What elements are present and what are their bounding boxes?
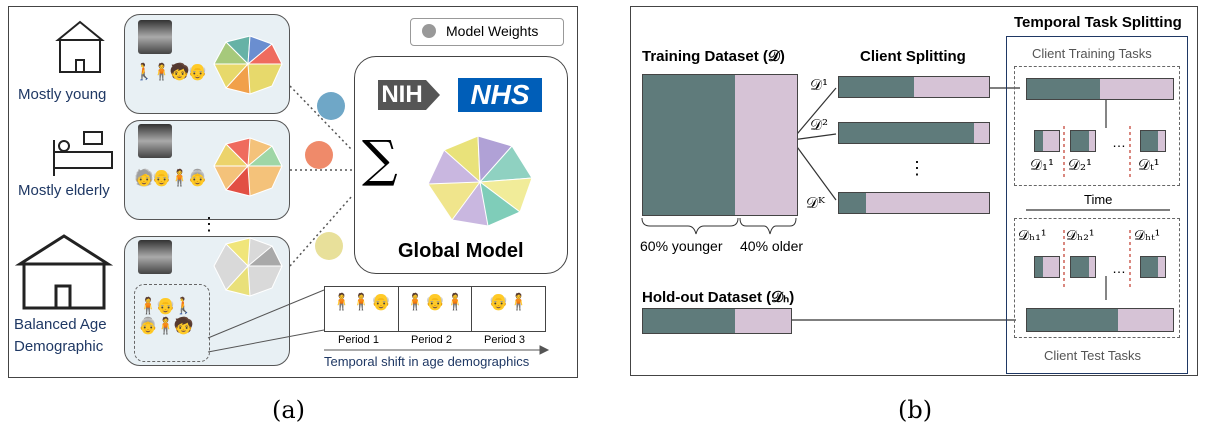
client-label-balanced-1: Balanced Age bbox=[14, 316, 107, 333]
client-label-balanced-2: Demographic bbox=[14, 338, 104, 355]
older-brace bbox=[739, 217, 797, 235]
legend-label: Model Weights bbox=[446, 23, 539, 39]
older-label: 40% older bbox=[740, 238, 804, 254]
client-test-tasks-label: Client Test Tasks bbox=[1044, 348, 1142, 363]
hospital-icon-1 bbox=[55, 20, 105, 73]
period-label-1: Period 1 bbox=[338, 334, 379, 346]
time-label: Time bbox=[1084, 192, 1113, 207]
younger-brace bbox=[641, 217, 739, 235]
client-model-mesh-1 bbox=[213, 35, 283, 95]
task-separators bbox=[1063, 126, 1131, 288]
people-elderly-icon: 🧓👴🧍👵 bbox=[134, 170, 208, 187]
temporal-task-title: Temporal Task Splitting bbox=[1014, 14, 1182, 31]
training-dataset-bar bbox=[642, 74, 798, 216]
global-model-mesh bbox=[427, 135, 533, 227]
training-task-bar-older bbox=[1100, 79, 1173, 99]
balanced-group-box bbox=[134, 284, 210, 362]
training-task-label-1: 𝒟₁¹ bbox=[1030, 156, 1054, 174]
client-split-arrows bbox=[790, 87, 1170, 321]
training-task-bar-younger bbox=[1027, 79, 1100, 99]
period-label-3: Period 3 bbox=[484, 334, 525, 346]
younger-label: 60% younger bbox=[640, 238, 723, 254]
weight-icon-3 bbox=[315, 232, 343, 260]
test-task-t bbox=[1140, 256, 1166, 278]
hospital-icon-large bbox=[14, 234, 114, 310]
older-segment bbox=[735, 75, 797, 215]
training-task-bar bbox=[1026, 78, 1174, 100]
aggregation-arrows bbox=[289, 85, 353, 267]
client-bar-2 bbox=[838, 122, 990, 144]
client-label-young: Mostly young bbox=[18, 86, 107, 103]
client-bar-1-older bbox=[914, 77, 989, 97]
panel-a bbox=[8, 6, 578, 378]
client-bar-1-younger bbox=[839, 77, 914, 97]
training-task-1 bbox=[1034, 130, 1060, 152]
period-cell-2: 🧍👴🧍 bbox=[399, 287, 473, 331]
client-bar-2-younger bbox=[839, 123, 974, 143]
period-label-2: Period 2 bbox=[411, 334, 452, 346]
period-strip: 🧍🧍👴 🧍👴🧍 👴🧍 bbox=[324, 286, 546, 332]
holdout-dataset-title: Hold-out Dataset (𝒟ₕ) bbox=[642, 289, 795, 306]
xray-image-3 bbox=[138, 240, 172, 274]
people-balanced-icon: 🧍👴🚶 👵🧍🧒 bbox=[138, 298, 194, 335]
test-tasks-box bbox=[1014, 218, 1180, 338]
client-label-1: 𝒟¹ bbox=[810, 76, 828, 94]
client-model-mesh-2 bbox=[213, 137, 283, 197]
client-splitting-title: Client Splitting bbox=[860, 48, 966, 65]
panel-b bbox=[630, 6, 1198, 376]
model-weights-icon bbox=[422, 24, 436, 38]
caption-b: (b) bbox=[898, 396, 933, 424]
client-bar-1 bbox=[838, 76, 990, 98]
nih-logo: NIH bbox=[378, 80, 426, 110]
training-task-t bbox=[1140, 130, 1166, 152]
test-task-ellipsis: … bbox=[1112, 260, 1126, 276]
client-bar-2-older bbox=[974, 123, 989, 143]
test-task-bar-younger bbox=[1027, 309, 1118, 331]
client-label-2: 𝒟² bbox=[810, 116, 828, 134]
client-model-mesh-3 bbox=[213, 237, 283, 297]
training-task-label-t: 𝒟ₜ¹ bbox=[1138, 156, 1160, 174]
temporal-shift-label: Temporal shift in age demographics bbox=[324, 354, 530, 369]
people-young-icon: 🚶🧍🧒👴 bbox=[134, 64, 208, 81]
younger-segment bbox=[643, 75, 736, 215]
client-dots: ⋮ bbox=[908, 158, 926, 178]
training-task-ellipsis: … bbox=[1112, 134, 1126, 150]
period-cell-1: 🧍🧍👴 bbox=[325, 287, 399, 331]
training-task-2 bbox=[1070, 130, 1096, 152]
client-label-k: 𝒟ᴷ bbox=[806, 194, 826, 212]
test-task-label-t: 𝒟ₕₜ¹ bbox=[1134, 228, 1161, 244]
nih-logo-arrow bbox=[426, 80, 440, 110]
test-task-2 bbox=[1070, 256, 1096, 278]
period-connectors bbox=[207, 289, 550, 355]
xray-image-2 bbox=[138, 124, 172, 158]
client-bar-k bbox=[838, 192, 990, 214]
test-task-label-2: 𝒟ₕ₂¹ bbox=[1066, 228, 1095, 244]
holdout-younger-segment bbox=[643, 309, 735, 333]
training-task-label-2: 𝒟₂¹ bbox=[1068, 156, 1092, 174]
client-bar-k-younger bbox=[839, 193, 866, 213]
test-task-1 bbox=[1034, 256, 1060, 278]
hospital-bed-icon bbox=[53, 131, 113, 176]
sum-symbol: ∑ bbox=[362, 130, 398, 188]
period-cell-3: 👴🧍 bbox=[488, 294, 529, 311]
global-model-label: Global Model bbox=[398, 240, 524, 262]
client-bar-k-older bbox=[866, 193, 989, 213]
training-dataset-title: Training Dataset (𝒟) bbox=[642, 48, 785, 65]
test-task-bar bbox=[1026, 308, 1174, 332]
temporal-task-box bbox=[1006, 36, 1188, 374]
test-task-label-1: 𝒟ₕ₁¹ bbox=[1018, 228, 1047, 244]
training-tasks-box bbox=[1014, 66, 1180, 186]
weight-icon-2 bbox=[305, 141, 333, 169]
holdout-older-segment bbox=[734, 309, 791, 333]
weight-icon-1 bbox=[317, 92, 345, 120]
nhs-logo: NHS bbox=[458, 78, 542, 112]
client-label-elderly: Mostly elderly bbox=[18, 182, 110, 199]
client-ellipsis: ⋮ bbox=[200, 214, 218, 234]
caption-a: (a) bbox=[272, 396, 306, 424]
xray-image-1 bbox=[138, 20, 172, 54]
holdout-dataset-bar bbox=[642, 308, 792, 334]
test-task-bar-older bbox=[1117, 309, 1173, 331]
client-training-tasks-label: Client Training Tasks bbox=[1032, 46, 1152, 61]
